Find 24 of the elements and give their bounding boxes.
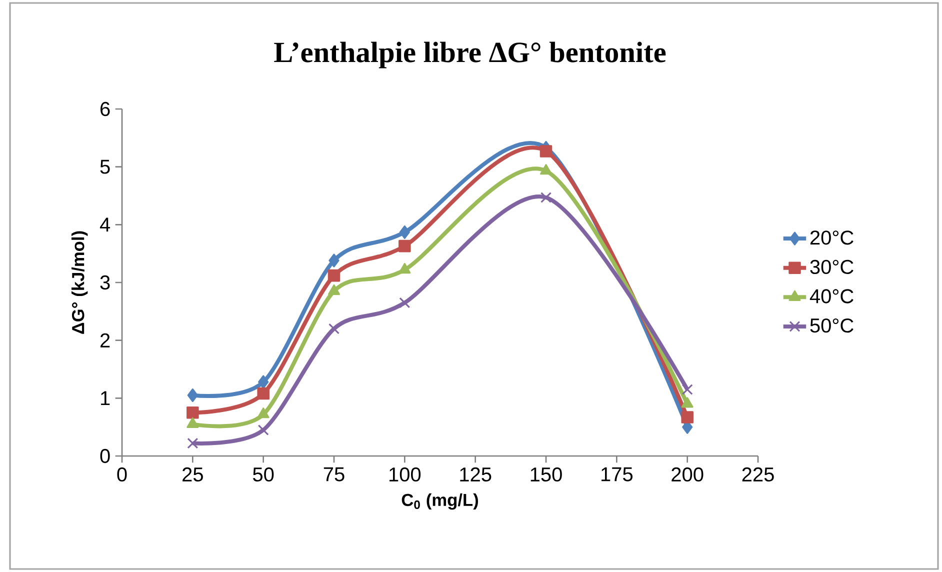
y-tick-label: 4 (100, 218, 110, 232)
x-tick-label: 25 (182, 467, 203, 482)
chart-title: L’enthalpie libre ΔG° bentonite (274, 42, 666, 68)
y-tick-label: 6 (100, 102, 110, 116)
y-tick-label: 2 (100, 333, 110, 348)
y-tick-label: 0 (100, 448, 110, 464)
x-tick-label: 0 (117, 467, 127, 482)
x-axis-title: C$_{0}$ (mg/L) (402, 493, 478, 510)
x-tick-label: 175 (602, 467, 633, 482)
legend-label: 30°C (810, 260, 854, 274)
x-tick-label: 200 (672, 467, 704, 482)
y-tick-label: 1 (101, 391, 110, 406)
x-tick-label: 100 (390, 467, 421, 482)
legend-label: 50°C (810, 318, 854, 333)
legend-label: 40°C (810, 289, 854, 304)
y-tick-label: 3 (100, 275, 110, 290)
y-axis-title: ΔG° (kJ/mol) (72, 231, 88, 334)
x-tick-label: 150 (530, 467, 562, 482)
legend-label: 20°C (810, 230, 854, 245)
x-tick-label: 225 (742, 467, 774, 482)
x-tick-label: 75 (324, 467, 344, 482)
x-tick-label: 50 (253, 467, 274, 482)
x-tick-label: 125 (460, 467, 492, 482)
y-tick-label: 5 (100, 160, 110, 174)
